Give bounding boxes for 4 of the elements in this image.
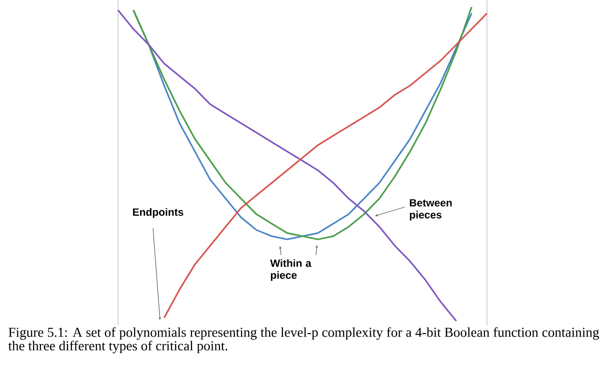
caption: Figure 5.1: A set of polynomials representing the level-p complexity for a 4-bit Boolean function containing the three different types of critical point. — [8, 327, 600, 354]
annotation: Between pieces — [410, 199, 452, 221]
annotation: Within a piece — [270, 259, 312, 281]
annotation: Endpoints — [133, 208, 184, 218]
